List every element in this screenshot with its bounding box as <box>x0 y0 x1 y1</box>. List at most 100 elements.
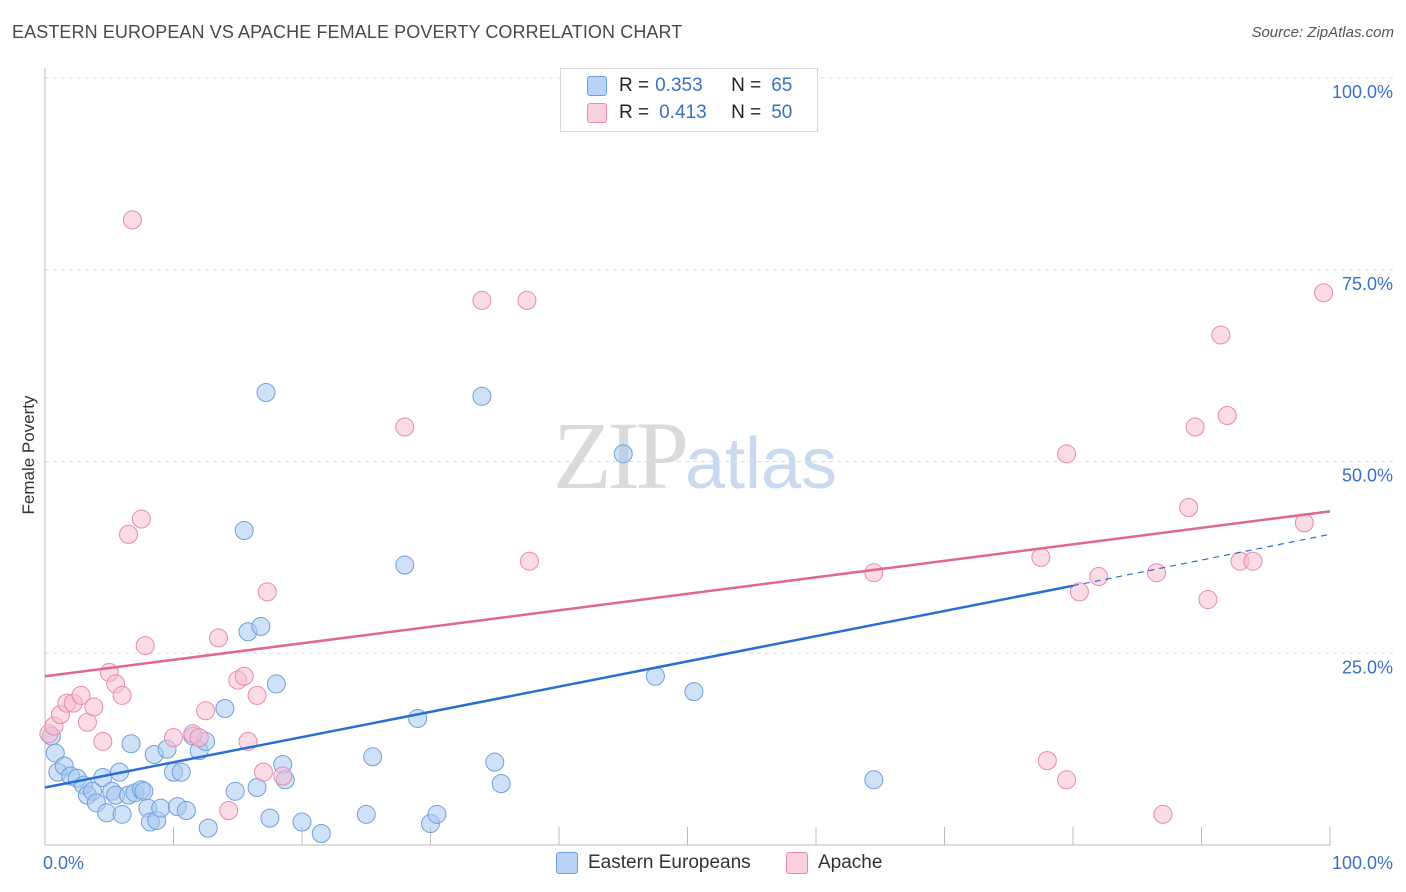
legend-n-value-2: 50 <box>771 102 793 123</box>
apache-point-21 <box>219 800 239 820</box>
watermark-atlas: atlas <box>685 424 838 504</box>
apache-point-7 <box>84 697 104 717</box>
x-tick-label-max: 100.0% <box>1332 853 1393 873</box>
apache-points <box>39 210 1334 824</box>
apache-point-11 <box>112 685 132 705</box>
tick-labels: 25.0% 50.0% 75.0% 100.0% 0.0% 100.0% <box>43 82 1393 873</box>
apache-point-32 <box>519 551 539 571</box>
eastern-europeans-point-55 <box>485 752 505 772</box>
eastern-europeans-point-56 <box>491 774 511 794</box>
eastern-europeans-point-36 <box>225 781 245 801</box>
grid-lines <box>45 77 1395 654</box>
apache-point-43 <box>1185 417 1205 437</box>
eastern-europeans-trend-extension <box>1072 533 1331 587</box>
apache-point-19 <box>196 701 216 721</box>
apache-point-8 <box>93 731 113 751</box>
eastern-europeans-points <box>41 382 884 843</box>
eastern-europeans-point-17 <box>121 734 141 754</box>
legend-r-label-2: R = <box>619 102 650 123</box>
eastern-europeans-point-60 <box>864 770 884 790</box>
apache-point-37 <box>1057 444 1077 464</box>
eastern-europeans-point-43 <box>266 674 286 694</box>
source-label: Source: ZipAtlas.com <box>1251 24 1394 41</box>
apache-point-46 <box>1217 405 1237 425</box>
eastern-europeans-point-53 <box>427 804 447 824</box>
apache-point-31 <box>517 290 537 310</box>
apache-point-12 <box>119 524 139 544</box>
eastern-europeans-point-41 <box>256 382 276 402</box>
axes <box>44 68 1331 846</box>
apache-point-34 <box>1031 547 1051 567</box>
legend-r-value-2: 0.413 <box>659 102 707 123</box>
apache-point-35 <box>1037 751 1057 771</box>
pink-swatch <box>587 103 607 123</box>
x-tick-label-min: 0.0% <box>43 853 84 873</box>
apache-point-5 <box>71 685 91 705</box>
apache-point-13 <box>122 210 142 230</box>
y-tick-label-25: 25.0% <box>1342 657 1393 677</box>
pink-swatch <box>786 852 808 874</box>
correlation-legend: R = 0.353 N = 65 R = 0.413 N = 50 <box>560 68 818 132</box>
legend-r-label-1: R = <box>619 75 650 96</box>
apache-point-30 <box>472 290 492 310</box>
eastern-europeans-point-40 <box>251 616 271 636</box>
apache-point-48 <box>1243 551 1263 571</box>
eastern-europeans-point-49 <box>363 747 383 767</box>
apache-point-15 <box>135 636 155 656</box>
eastern-europeans-point-54 <box>472 386 492 406</box>
apache-point-29 <box>395 417 415 437</box>
apache-point-26 <box>253 762 273 782</box>
apache-point-28 <box>273 766 293 786</box>
eastern-europeans-point-29 <box>171 762 191 782</box>
eastern-europeans-point-46 <box>292 812 312 832</box>
y-tick-label-75: 75.0% <box>1342 274 1393 294</box>
apache-point-16 <box>164 728 183 748</box>
legend-n-value-1: 65 <box>771 75 793 96</box>
eastern-europeans-point-37 <box>234 521 254 541</box>
eastern-europeans-point-35 <box>215 698 235 718</box>
apache-point-36 <box>1057 770 1077 790</box>
legend-r-value-1: 0.353 <box>655 75 703 96</box>
legend-n-label-2: N = <box>731 102 762 123</box>
legend-row-eastern-europeans: R = 0.353 N = 65 <box>587 73 792 99</box>
apache-point-27 <box>257 582 277 602</box>
y-tick-label-50: 50.0% <box>1342 466 1393 486</box>
eastern-europeans-point-59 <box>684 682 704 702</box>
bottom-legend-label-2: Apache <box>818 852 883 873</box>
apache-point-42 <box>1179 498 1199 518</box>
eastern-europeans-point-34 <box>198 818 218 838</box>
bottom-legend-apache: Apache <box>786 852 882 874</box>
y-tick-label-100: 100.0% <box>1332 82 1393 102</box>
blue-swatch <box>556 852 578 874</box>
apache-point-40 <box>1147 563 1167 583</box>
apache-point-23 <box>234 666 254 686</box>
apache-point-45 <box>1211 325 1231 345</box>
eastern-europeans-point-30 <box>176 800 196 820</box>
eastern-europeans-trend-line <box>44 584 1074 789</box>
apache-point-50 <box>1314 283 1334 303</box>
blue-swatch <box>587 76 607 96</box>
eastern-europeans-point-57 <box>613 444 633 464</box>
zipatlas-watermark: ZIPatlas <box>553 400 837 511</box>
eastern-europeans-point-20 <box>134 781 154 801</box>
eastern-europeans-point-25 <box>151 798 171 818</box>
eastern-europeans-point-42 <box>260 808 280 828</box>
apache-point-39 <box>1089 567 1109 587</box>
y-axis-title: Female Poverty <box>19 395 38 515</box>
eastern-europeans-point-50 <box>395 555 415 575</box>
bottom-legend-eastern-europeans: Eastern Europeans <box>556 852 751 874</box>
trend-lines <box>44 510 1331 789</box>
apache-point-33 <box>864 563 884 583</box>
eastern-europeans-point-47 <box>311 823 331 843</box>
apache-point-41 <box>1153 804 1173 824</box>
eastern-europeans-point-48 <box>356 804 376 824</box>
apache-point-38 <box>1069 582 1089 602</box>
apache-trend-line <box>44 510 1331 678</box>
legend-row-apache: R = 0.413 N = 50 <box>587 100 792 126</box>
chart-title: EASTERN EUROPEAN VS APACHE FEMALE POVERT… <box>12 22 683 42</box>
apache-point-25 <box>247 685 267 705</box>
apache-point-44 <box>1198 590 1218 610</box>
apache-point-18 <box>189 728 209 748</box>
eastern-europeans-point-15 <box>112 804 132 824</box>
